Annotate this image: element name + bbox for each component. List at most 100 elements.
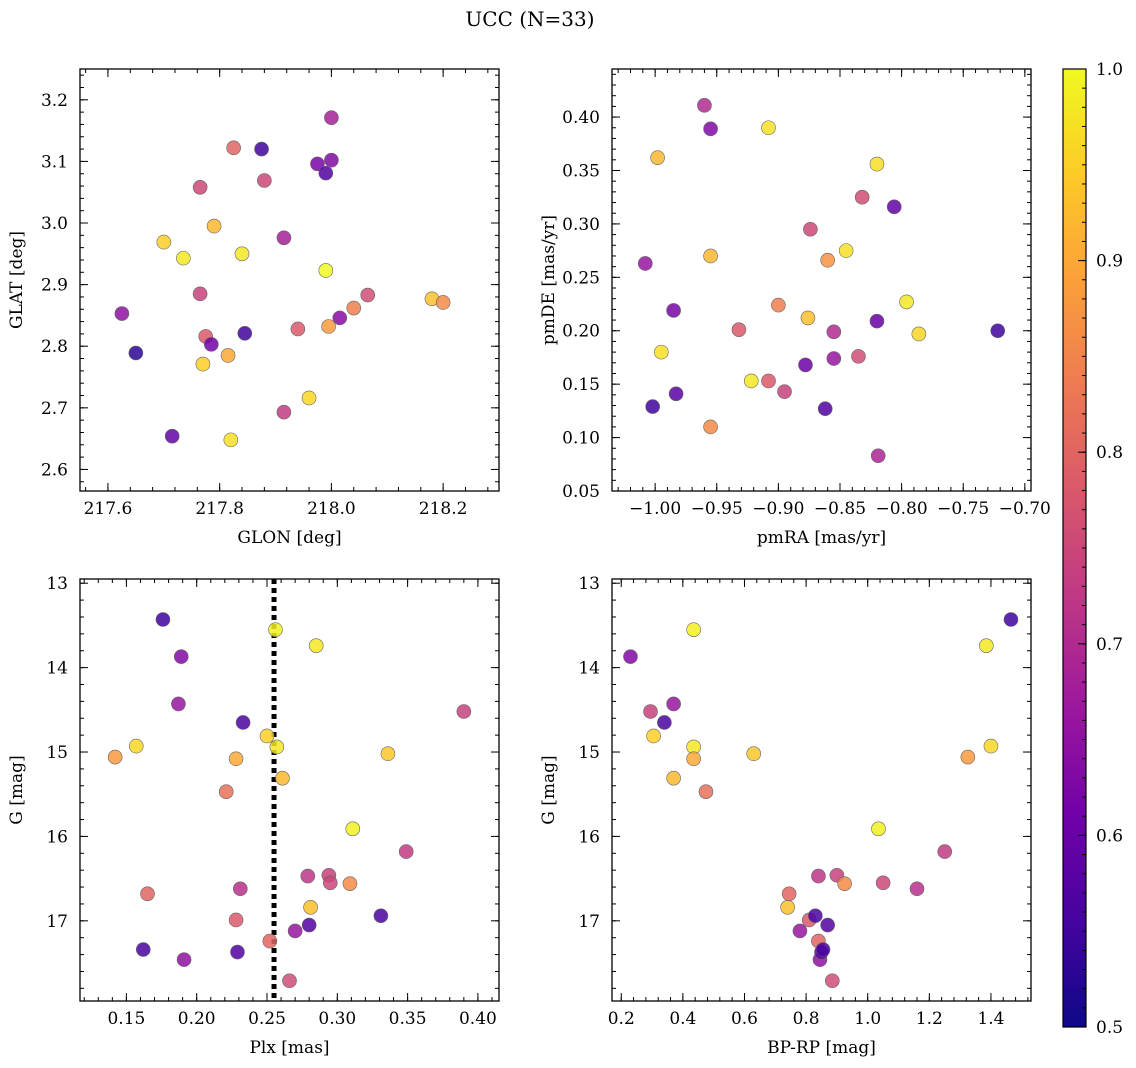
y-axis-label: G [mag] xyxy=(539,755,559,824)
y-tick-label: 2.6 xyxy=(41,460,68,480)
y-tick-label: 15 xyxy=(46,743,68,763)
colorbar-tick-label: 1.0 xyxy=(1096,60,1123,80)
scatter-point xyxy=(886,199,902,215)
points xyxy=(623,612,1019,989)
scatter-point xyxy=(698,784,714,799)
y-tick-label: 0.15 xyxy=(562,375,600,395)
scatter-point xyxy=(826,324,842,340)
x-tick-label: 218.2 xyxy=(419,499,468,519)
y-tick-label: 0.30 xyxy=(562,215,600,235)
scatter-point xyxy=(837,876,852,891)
x-tick-label: 1.4 xyxy=(977,1009,1004,1029)
y-tick-label: 17 xyxy=(578,912,600,932)
y-tick-label: 15 xyxy=(578,743,600,763)
scatter-point xyxy=(321,319,336,334)
scatter-point xyxy=(851,349,866,364)
x-tick-label: 0.40 xyxy=(459,1009,497,1029)
panel-pmra-pmde: −1.00 −0.95 −0.90 −0.85 −0.80 −0.75 −0.70 0.05 0… xyxy=(539,68,1051,548)
scatter-point xyxy=(235,715,251,730)
y-tick-label: 3.0 xyxy=(41,214,68,234)
y-tick-label: 0.20 xyxy=(562,322,600,342)
scatter-point xyxy=(195,356,211,372)
scatter-point xyxy=(107,749,123,765)
scatter-point xyxy=(650,150,665,165)
points xyxy=(637,98,1006,464)
y-tick-label: 0.05 xyxy=(562,482,600,502)
scatter-point xyxy=(269,739,285,755)
scatter-point xyxy=(192,286,208,302)
scatter-point xyxy=(275,770,290,786)
scatter-point xyxy=(360,287,376,303)
scatter-point xyxy=(114,306,130,321)
scatter-point xyxy=(875,875,891,891)
y-tick-label: 2.8 xyxy=(41,337,68,357)
scatter-point xyxy=(303,900,318,915)
x-axis-label: BP-RP [mag] xyxy=(767,1038,876,1058)
scatter-point xyxy=(332,310,348,326)
scatter-point xyxy=(811,868,826,884)
scatter-point xyxy=(324,152,339,168)
scatter-point xyxy=(792,923,808,939)
scatter-point xyxy=(869,156,885,172)
x-tick-label: −0.85 xyxy=(814,499,866,519)
scatter-point xyxy=(909,881,925,897)
scatter-point xyxy=(937,844,953,859)
scatter-point xyxy=(899,294,914,310)
scatter-point xyxy=(657,715,672,730)
scatter-point xyxy=(911,326,927,342)
scatter-point xyxy=(310,156,325,172)
scatter-point xyxy=(206,218,222,234)
x-tick-label: 0.25 xyxy=(248,1009,286,1029)
scatter-point xyxy=(798,357,813,373)
y-tick-label: 3.1 xyxy=(41,152,68,172)
scatter-point xyxy=(435,295,451,310)
scatter-point xyxy=(838,243,854,258)
scatter-point xyxy=(301,917,317,933)
scatter-point xyxy=(223,432,239,448)
axes-frame xyxy=(79,578,500,1002)
scatter-point xyxy=(743,373,759,389)
scatter-point xyxy=(643,704,658,719)
x-tick-label: −0.95 xyxy=(691,499,743,519)
scatter-point xyxy=(800,310,816,326)
x-tick-label: 0.8 xyxy=(793,1009,820,1029)
scatter-point xyxy=(346,300,362,316)
scatter-point xyxy=(645,399,660,414)
points xyxy=(107,612,472,989)
scatter-point xyxy=(703,121,718,137)
scatter-point xyxy=(380,746,396,762)
scatter-point xyxy=(226,140,241,156)
scatter-point xyxy=(761,373,776,389)
scatter-point xyxy=(808,908,823,924)
scatter-point xyxy=(666,696,681,712)
scatter-point xyxy=(456,704,472,719)
ticks xyxy=(612,69,1031,492)
scatter-point xyxy=(234,246,250,262)
scatter-point xyxy=(257,173,272,188)
scatter-point xyxy=(128,738,144,754)
scatter-point xyxy=(666,303,681,318)
scatter-point xyxy=(164,428,180,444)
scatter-point xyxy=(746,746,762,762)
y-tick-label: 2.9 xyxy=(41,276,68,296)
x-axis-label: GLON [deg] xyxy=(237,528,341,548)
ticks xyxy=(80,69,499,491)
scatter-point xyxy=(318,263,334,278)
axes-frame xyxy=(611,578,1032,1002)
scatter-point xyxy=(623,649,638,664)
scatter-point xyxy=(232,881,248,897)
x-tick-label: 1.2 xyxy=(916,1009,943,1029)
y-axis-label: GLAT [deg] xyxy=(7,231,27,329)
scatter-point xyxy=(276,404,292,420)
scatter-point xyxy=(128,345,144,361)
scatter-point xyxy=(870,448,886,464)
scatter-point xyxy=(276,230,292,246)
scatter-point xyxy=(140,886,155,902)
ticks xyxy=(612,579,1031,1001)
scatter-point xyxy=(237,325,253,341)
scatter-point xyxy=(780,900,795,915)
scatter-point xyxy=(668,386,684,402)
x-tick-label: −1.00 xyxy=(629,499,681,519)
colorbar-tick-label: 0.8 xyxy=(1096,443,1123,463)
